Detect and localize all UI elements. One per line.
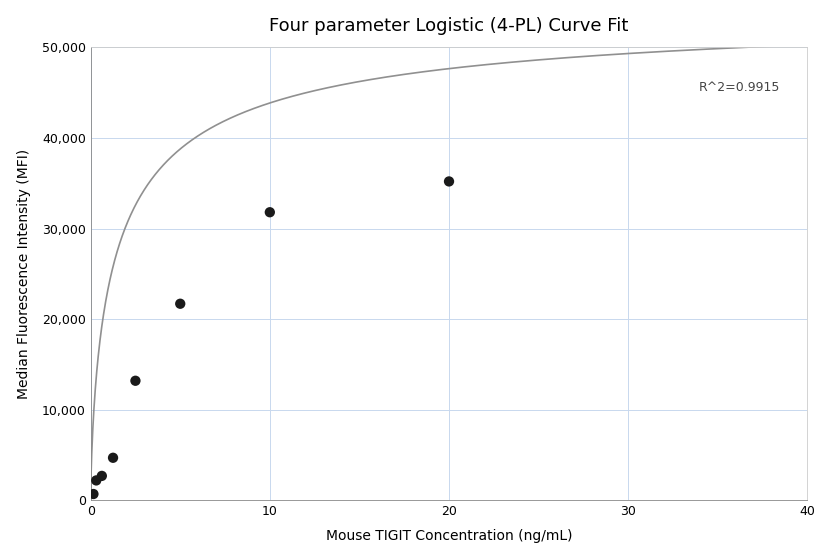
Point — [90, 476, 103, 485]
Point — [95, 472, 108, 480]
Point — [263, 208, 276, 217]
Title: Four parameter Logistic (4-PL) Curve Fit: Four parameter Logistic (4-PL) Curve Fit — [270, 17, 629, 35]
Point — [106, 453, 120, 462]
X-axis label: Mouse TIGIT Concentration (ng/mL): Mouse TIGIT Concentration (ng/mL) — [326, 529, 572, 543]
Text: R^2=0.9915: R^2=0.9915 — [699, 81, 780, 95]
Point — [87, 489, 100, 498]
Point — [174, 299, 187, 308]
Y-axis label: Median Fluorescence Intensity (MFI): Median Fluorescence Intensity (MFI) — [17, 149, 31, 399]
Point — [443, 177, 456, 186]
Point — [129, 376, 142, 385]
